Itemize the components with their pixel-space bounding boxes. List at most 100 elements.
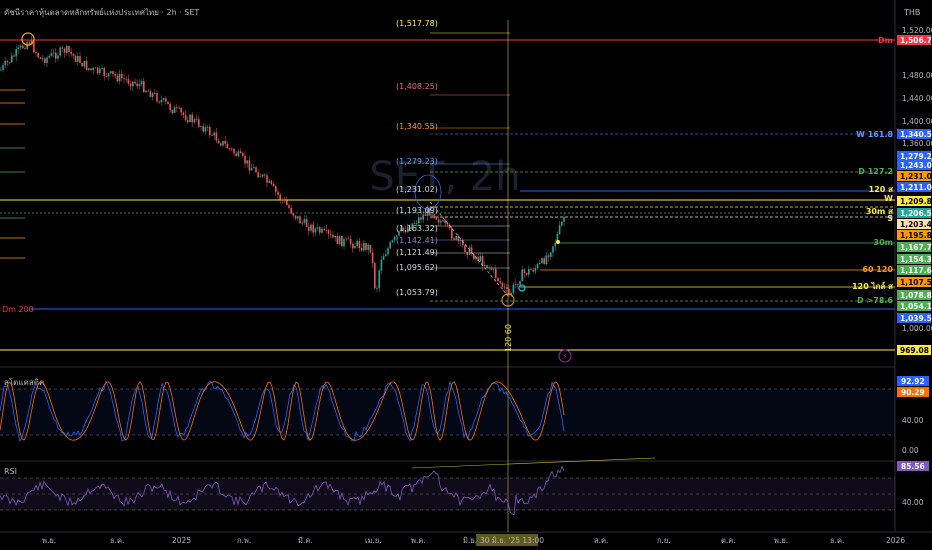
price-tick: 1,520.00 <box>902 26 932 35</box>
candle-body <box>556 234 559 243</box>
candle-body <box>552 246 554 253</box>
time-label: ธ.ค. <box>110 536 124 545</box>
candle-body <box>277 191 279 195</box>
time-label: พ.ย. <box>42 536 56 545</box>
candle-body <box>530 268 532 270</box>
candle-body <box>435 218 438 220</box>
candle-body <box>46 57 48 63</box>
right-notes: Dm W 161.8 D 127.2 120 สW 30m สS 30m 60 120 120… <box>852 36 893 305</box>
time-label: มี.ค. <box>298 536 313 545</box>
candle-body <box>37 53 39 58</box>
candle-body <box>246 160 248 164</box>
candle-body <box>462 239 464 246</box>
candle-body <box>11 55 13 63</box>
candle-body <box>239 151 242 154</box>
candle-body <box>409 226 411 230</box>
time-axis[interactable]: พ.ย. ธ.ค. 2025 ก.พ. มี.ค. เม.ย. พ.ค. มิ.ย. ส.ค. ก… <box>42 536 905 545</box>
candle-body <box>226 143 229 149</box>
time-label: พ.ย. <box>774 536 788 545</box>
candle-body <box>112 71 114 74</box>
candle-body <box>211 134 213 136</box>
candle-body <box>367 244 369 250</box>
candle-body <box>508 288 510 295</box>
candle-body <box>521 269 523 282</box>
level-labels: (1,517.78) (1,408.25) (1,340.55) (1,279.23)… <box>396 19 438 297</box>
svg-text:90.29: 90.29 <box>901 388 925 397</box>
price-badge <box>897 208 931 218</box>
candle-body <box>288 205 290 209</box>
candle-body <box>154 92 156 94</box>
candle-body <box>110 71 112 74</box>
candle-body <box>61 47 64 49</box>
candle-body <box>19 45 22 48</box>
candle-body <box>360 247 363 251</box>
candle-body <box>468 247 471 255</box>
candle-body <box>63 48 66 53</box>
rsi-badge <box>897 461 929 471</box>
currency-label[interactable]: THB <box>903 8 920 17</box>
time-highlight-badge <box>476 534 538 546</box>
candle-body <box>330 233 332 235</box>
circle-marker-cyan[interactable] <box>518 284 526 292</box>
candle-body <box>52 52 55 54</box>
candle-body <box>301 222 303 224</box>
price-badge <box>897 171 931 181</box>
circle-marker-top[interactable] <box>21 32 35 46</box>
candle-body <box>66 45 68 53</box>
candle-body <box>270 180 273 184</box>
candle-body <box>50 53 53 57</box>
candle-body <box>266 175 268 183</box>
candle-body <box>473 254 475 260</box>
candle-body <box>134 81 136 84</box>
svg-text:92.92: 92.92 <box>901 377 925 386</box>
candle-body <box>255 167 257 173</box>
stoch-k-line <box>0 380 565 443</box>
price-badge <box>897 277 931 287</box>
candle-body <box>492 268 495 270</box>
candle-body <box>294 215 297 219</box>
fib-level-label: (1,408.25) <box>396 82 438 91</box>
candle-body <box>534 268 537 272</box>
lightning-marker[interactable] <box>558 349 572 363</box>
candle-body <box>167 101 169 105</box>
price-badge <box>897 301 931 311</box>
stoch-title: สโตแคสติค <box>4 377 44 387</box>
horizontal-levels[interactable] <box>0 32 895 351</box>
candle-body <box>547 255 550 257</box>
candle-body <box>382 256 385 260</box>
fib-level-label: (1,193.09) <box>396 206 438 215</box>
candle-body <box>371 252 374 264</box>
price-badge-text: 1,039.50 <box>900 314 932 323</box>
time-label: มิ.ย. <box>463 536 477 545</box>
candle-body <box>321 228 323 233</box>
price-candles[interactable] <box>0 35 565 297</box>
rsi-trendline[interactable] <box>411 457 656 469</box>
circle-marker-blue[interactable] <box>414 174 442 210</box>
candle-body <box>334 236 336 238</box>
watermark: SET, 2h <box>369 154 520 200</box>
candle-body <box>222 140 224 146</box>
candle-body <box>182 112 185 116</box>
circle-marker-low[interactable] <box>501 293 515 307</box>
candle-body <box>191 114 193 123</box>
candle-body <box>248 160 251 171</box>
candle-body <box>178 107 180 109</box>
candle-body <box>332 234 334 238</box>
candle-body <box>35 52 37 54</box>
trend-line[interactable] <box>429 201 509 297</box>
candle-body <box>220 143 222 146</box>
candle-body <box>101 68 103 69</box>
stoch-badge-1 <box>897 376 929 386</box>
candle-body <box>176 107 178 109</box>
candle-body <box>204 127 207 132</box>
candle-body <box>420 217 422 220</box>
candle-body <box>338 236 341 245</box>
candle-body <box>88 68 90 70</box>
candle-body <box>374 263 376 289</box>
candle-body <box>156 93 158 102</box>
candle-body <box>314 228 317 233</box>
candle-body <box>424 214 427 217</box>
candle-body <box>486 265 488 268</box>
candle-body <box>15 49 17 57</box>
